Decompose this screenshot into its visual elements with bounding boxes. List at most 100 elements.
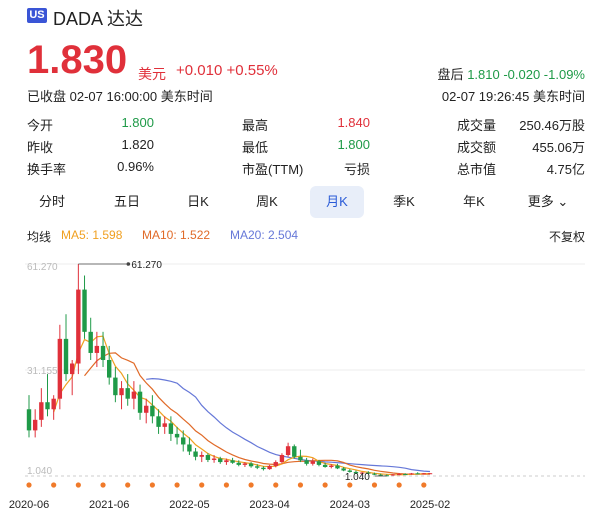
event-dot xyxy=(51,482,57,488)
x-axis-labels: 2020-06 2021-06 2022-05 2023-04 2024-03 2025-… xyxy=(9,499,450,511)
ma20-value: MA20: 2.504 xyxy=(230,228,299,242)
candle-body xyxy=(261,467,266,470)
x-tick-label: 2020-06 xyxy=(9,499,49,511)
x-tick-label: 2025-02 xyxy=(410,499,450,511)
tab-7[interactable]: 更多 ⌄ xyxy=(527,194,569,209)
candle-body xyxy=(427,473,433,475)
candle-body xyxy=(63,338,69,375)
candle-body xyxy=(51,398,56,410)
candle-body xyxy=(353,471,359,474)
stat-value: 1.820 xyxy=(121,137,154,152)
candle-body xyxy=(415,473,420,475)
stat-value: 1.800 xyxy=(121,115,154,130)
candle-body xyxy=(181,437,186,445)
candle-body xyxy=(359,472,365,474)
tab-5[interactable]: 季K xyxy=(393,194,415,209)
stat-value: 250.46万股 xyxy=(519,118,585,133)
candle-body xyxy=(224,460,229,463)
event-dot xyxy=(297,482,304,488)
candle-body xyxy=(193,451,198,457)
candle-body xyxy=(378,474,383,476)
candle-body xyxy=(236,462,241,465)
market-badge: US xyxy=(27,8,47,23)
price-change: +0.010 +0.55% xyxy=(176,62,278,79)
stat-value: 亏损 xyxy=(343,162,370,177)
candle-body xyxy=(39,402,44,420)
tab-4[interactable]: 月K xyxy=(310,186,364,218)
candle-body xyxy=(144,405,149,413)
candle-body xyxy=(273,462,278,466)
candle-body xyxy=(372,473,377,475)
candle-body xyxy=(421,473,427,475)
candle-body xyxy=(187,444,192,452)
stat-label: 总市值 xyxy=(457,162,497,177)
tab-0[interactable]: 分时 xyxy=(38,194,65,209)
candle-body xyxy=(292,446,297,457)
after-hours-time: 02-07 19:26:45 美东时间 xyxy=(441,89,585,104)
candle-body xyxy=(45,402,50,410)
candle-body xyxy=(168,423,174,434)
candle-body xyxy=(131,391,137,399)
candle-body xyxy=(174,433,180,438)
candle-body xyxy=(88,331,93,353)
candle-body xyxy=(69,363,75,375)
candles xyxy=(26,264,433,477)
event-dot xyxy=(125,482,131,488)
y-tick-label: 61.270 xyxy=(27,262,58,273)
candle-body xyxy=(255,466,260,468)
event-dot xyxy=(149,482,155,488)
candle-body xyxy=(390,474,396,476)
candle-body xyxy=(100,345,106,360)
ma5-path xyxy=(53,335,431,476)
event-dot xyxy=(273,482,279,488)
candle-body xyxy=(199,455,204,457)
stat-label: 今开 xyxy=(27,118,54,133)
candle-body xyxy=(341,468,346,471)
stat-value: 4.75亿 xyxy=(546,162,585,177)
x-tick-label: 2022-05 xyxy=(169,499,209,511)
candle-body xyxy=(279,455,285,463)
x-tick-label: 2021-06 xyxy=(89,499,129,511)
event-dot xyxy=(26,482,32,488)
tab-2[interactable]: 日K xyxy=(187,194,209,209)
candle-body xyxy=(242,463,248,465)
candle-body xyxy=(218,458,223,463)
candle-body xyxy=(396,474,402,476)
y-axis-labels: 61.270 31.155 1.040 xyxy=(27,262,58,477)
x-tick-label: 2024-03 xyxy=(330,499,370,511)
last-price: 1.830 xyxy=(27,38,128,82)
event-dot xyxy=(421,482,427,488)
stat-value: 455.06万 xyxy=(532,140,585,155)
candle-body xyxy=(316,461,322,465)
stat-value: 0.96% xyxy=(117,159,154,174)
candle-body xyxy=(150,405,155,417)
tab-6[interactable]: 年K xyxy=(463,194,485,209)
event-dot xyxy=(223,482,230,488)
stat-value: 1.840 xyxy=(337,115,370,130)
candle-body xyxy=(113,377,118,396)
candle-body xyxy=(267,465,272,470)
candle-body xyxy=(298,456,303,461)
candle-body xyxy=(211,458,217,460)
candle-body xyxy=(304,460,309,464)
event-dot xyxy=(322,482,328,488)
candle-body xyxy=(57,338,63,399)
ma5-line xyxy=(53,335,431,476)
ma5-value: MA5: 1.598 xyxy=(61,228,123,242)
candle-body xyxy=(285,446,291,456)
after-hours-quote: 盘后 1.810 -0.020 -1.09% xyxy=(438,64,585,83)
candle-body xyxy=(125,388,130,399)
event-dot xyxy=(174,482,180,488)
tab-3[interactable]: 周K xyxy=(256,194,278,209)
event-dot xyxy=(347,482,353,488)
adjust-toggle[interactable]: 不复权 xyxy=(548,230,585,244)
candle-body xyxy=(107,359,112,378)
candle-body xyxy=(76,289,81,364)
x-tick-label: 2023-04 xyxy=(249,499,289,511)
candle-body xyxy=(156,416,161,427)
ma-label[interactable]: 均线 xyxy=(27,230,52,244)
high-annotation: 61.270 xyxy=(131,260,162,271)
tab-1[interactable]: 五日 xyxy=(113,194,140,209)
candle-body xyxy=(322,464,328,467)
